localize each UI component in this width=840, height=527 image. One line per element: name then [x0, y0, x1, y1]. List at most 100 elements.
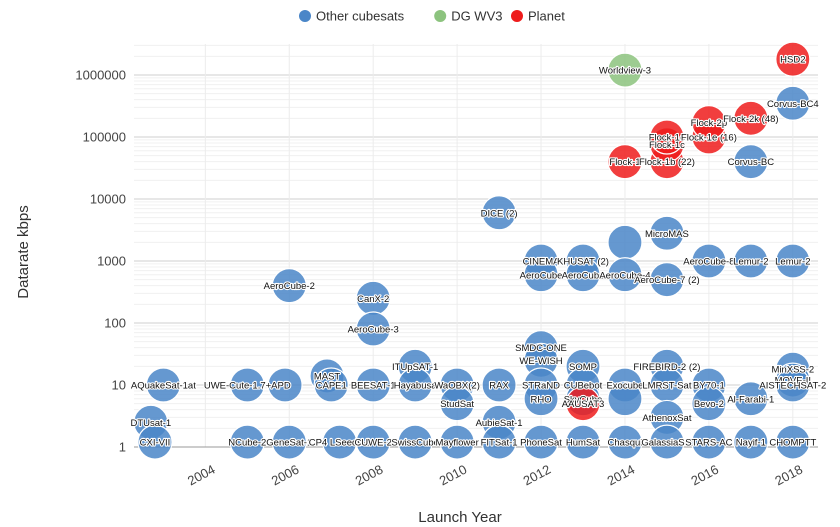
bubble-data-label: AeroCube-8 — [683, 257, 734, 268]
bubble-point[interactable] — [733, 243, 769, 279]
x-axis-ticks: 2004 2006 2008 2010 2012 2014 2016 2018 — [185, 462, 805, 489]
bubble-point[interactable] — [607, 257, 643, 293]
bubble-data-label: Al-Farabi-1 — [727, 394, 774, 405]
bubble-point[interactable] — [691, 105, 727, 141]
bubble-point[interactable] — [523, 424, 559, 460]
bubble-point[interactable] — [649, 119, 685, 155]
bubble-data-label: AQuakeSat-1at — [131, 381, 196, 392]
bubble-point[interactable] — [439, 386, 475, 422]
bubble-data-label: Bevo-2 — [694, 399, 724, 410]
bubble-data-label: Corvus-BC — [728, 157, 775, 168]
bubble-point[interactable] — [775, 424, 811, 460]
bubble-data-label: RAX — [489, 381, 509, 392]
bubble-point[interactable] — [481, 424, 517, 460]
bubble-data-label: PhoneSat — [520, 438, 562, 449]
bubble-data-label: AthenoxSat — [642, 413, 691, 424]
bubble-point[interactable] — [649, 215, 685, 251]
bubble-point[interactable] — [229, 367, 265, 403]
bubble-point[interactable] — [313, 367, 349, 403]
bubble-data-label: Flock-1b (22) — [639, 157, 695, 168]
bubble-data-label: Hayabusa — [394, 381, 437, 392]
x-tick-label: 2004 — [185, 462, 218, 489]
bubble-point[interactable] — [607, 381, 643, 417]
bubble-point[interactable] — [145, 367, 181, 403]
legend-label: Planet — [528, 9, 565, 24]
bubble-data-label: AeroCube-2 — [264, 281, 315, 292]
bubble-data-label: CP4 LSeeds-2 — [309, 438, 371, 449]
bubble-data-label: AISTECHSAT-2 — [759, 381, 826, 392]
bubble-point[interactable] — [355, 367, 391, 403]
bubble-labels: AQuakeSat-1at DTUsat-1 CXI-VII UWE-Cute-1.7… — [129, 54, 827, 450]
bubble-data-label: DICE (2) — [481, 208, 518, 219]
bubble-data-label: Corvus-BC4 — [767, 99, 819, 110]
bubble-point[interactable] — [775, 367, 811, 403]
bubble-data-label: Chasqui — [608, 438, 643, 449]
bubble-point[interactable] — [733, 381, 769, 417]
bubble-data-label: BY70-1 — [693, 381, 725, 392]
bubble-data-label: MinXSS-2 — [771, 365, 814, 376]
bubble-data-label: Nayif-1 — [736, 438, 766, 449]
bubble-point[interactable] — [397, 367, 433, 403]
bubble-data-label: FIREBIRD-2 (2) — [633, 362, 700, 373]
bubble-point[interactable] — [649, 262, 685, 298]
bubble-point[interactable] — [397, 424, 433, 460]
bubble-point[interactable] — [607, 424, 643, 460]
legend-item[interactable]: DG WV3 — [434, 9, 502, 24]
y-tick-label: 100000 — [83, 130, 126, 145]
bubble-point[interactable] — [733, 100, 769, 136]
bubble-data-label: AeroCube-4 — [599, 270, 650, 281]
bubble-point[interactable] — [565, 257, 601, 293]
bubble-data-label: STRaND — [522, 381, 560, 392]
legend-marker — [299, 10, 311, 22]
bubble-point[interactable] — [481, 195, 517, 231]
bubble-data-label: CUWE-2 — [354, 438, 391, 449]
bubble-point[interactable] — [271, 424, 307, 460]
bubble-point[interactable] — [607, 52, 643, 88]
bubble-point[interactable] — [355, 311, 391, 347]
bubble-point[interactable] — [137, 424, 173, 460]
bubble-point[interactable] — [775, 85, 811, 121]
bubble-point[interactable] — [607, 224, 643, 260]
bubble-point[interactable] — [775, 41, 811, 77]
legend-marker — [511, 10, 523, 22]
bubble-point[interactable] — [733, 144, 769, 180]
bubble-data-label: Flock-1c — [649, 140, 685, 151]
bubble-point[interactable] — [229, 424, 265, 460]
bubble-point[interactable] — [565, 386, 601, 422]
bubble-data-label: WaOBX(2) — [434, 381, 480, 392]
legend-item[interactable]: Other cubesats — [299, 9, 405, 24]
bubble-data-label: DTUsat-1 — [130, 418, 171, 429]
bubble-data-label: StudSat — [440, 399, 474, 410]
bubbles — [133, 41, 811, 460]
bubble-point[interactable] — [649, 424, 685, 460]
bubble-data-label: MOVE-II — [775, 376, 811, 387]
bubble-point[interactable] — [565, 424, 601, 460]
bubble-data-label: Flock-2k (48) — [723, 114, 778, 125]
x-tick-label: 2012 — [521, 462, 554, 489]
legend-label: Other cubesats — [316, 9, 405, 24]
bubble-point[interactable] — [733, 424, 769, 460]
bubble-point[interactable] — [691, 243, 727, 279]
bubble-point[interactable] — [607, 144, 643, 180]
bubble-data-label: AeroCube-3 — [348, 325, 399, 336]
bubble-point[interactable] — [691, 424, 727, 460]
bubble-point[interactable] — [271, 268, 307, 304]
bubble-data-label: CAPE1 — [316, 381, 347, 392]
bubble-point[interactable] — [691, 386, 727, 422]
bubble-data-label: Exocube — [606, 381, 643, 392]
bubble-data-label: Flock-1e — [649, 133, 685, 144]
bubble-point[interactable] — [523, 257, 559, 293]
bubble-data-label: SwissCube — [391, 438, 439, 449]
legend[interactable]: Other cubesats DG WV3 Planet — [299, 9, 565, 24]
bubble-data-label: CXI-VII — [140, 438, 171, 449]
bubble-data-label: AeroCube — [562, 270, 605, 281]
bubble-point[interactable] — [439, 424, 475, 460]
legend-item[interactable]: Planet — [511, 9, 565, 24]
bubble-point[interactable] — [355, 424, 391, 460]
bubble-point[interactable] — [775, 243, 811, 279]
legend-label: DG WV3 — [451, 9, 502, 24]
bubble-point[interactable] — [481, 367, 517, 403]
bubble-point[interactable] — [523, 381, 559, 417]
bubble-point[interactable] — [267, 367, 303, 403]
